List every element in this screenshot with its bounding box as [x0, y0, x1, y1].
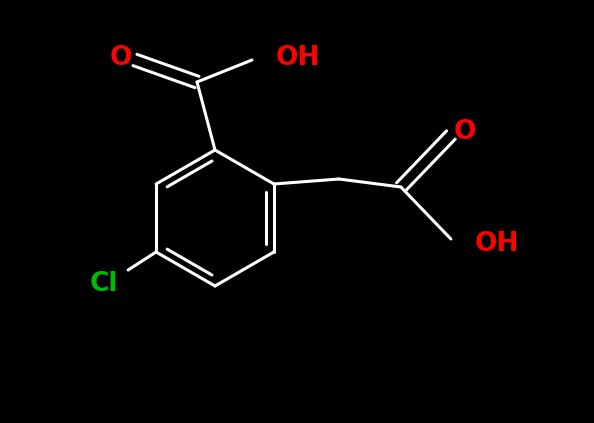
Text: OH: OH	[276, 45, 321, 71]
Text: O: O	[110, 45, 132, 71]
Text: Cl: Cl	[90, 271, 118, 297]
Text: OH: OH	[475, 231, 519, 257]
Text: O: O	[454, 119, 476, 145]
